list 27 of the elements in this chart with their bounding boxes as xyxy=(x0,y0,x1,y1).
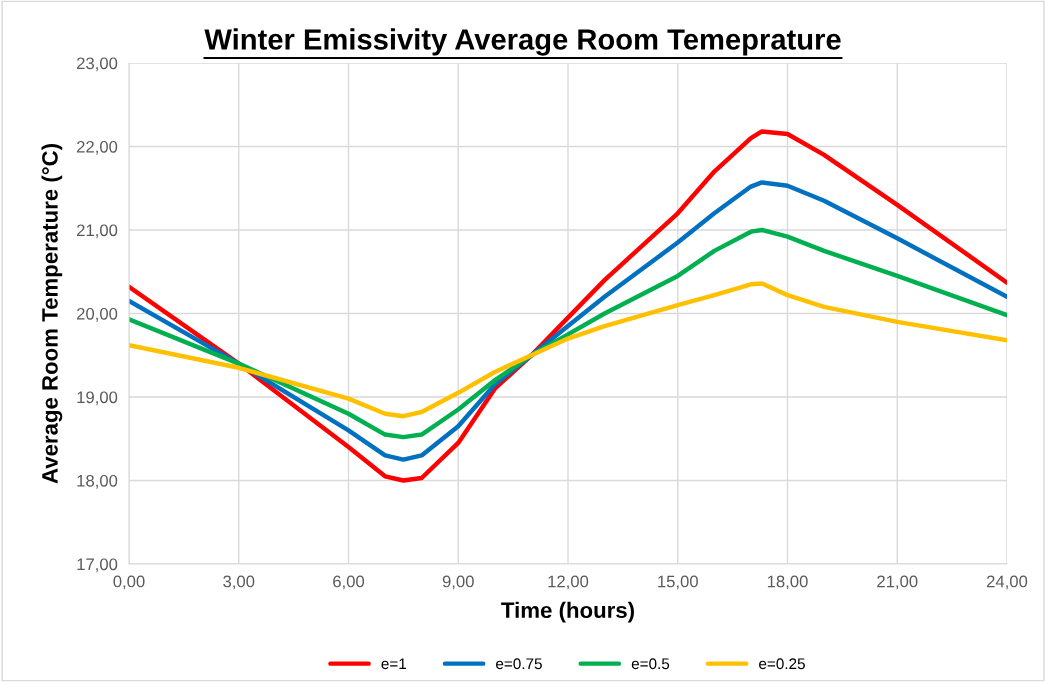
line-series xyxy=(129,129,1007,483)
legend-label: e=0.25 xyxy=(759,658,805,670)
y-tick-label: 23,00 xyxy=(77,57,118,72)
y-tick-label: 20,00 xyxy=(77,307,118,322)
x-axis-title: Time (hours) xyxy=(501,601,634,623)
x-tick-label: 15,00 xyxy=(658,575,698,590)
y-tick-label: 21,00 xyxy=(77,224,118,239)
x-tick-label: 3,00 xyxy=(223,575,255,590)
x-tick-label: 18,00 xyxy=(767,575,808,590)
legend-label: e=0.5 xyxy=(631,658,670,670)
line-series xyxy=(129,180,1007,462)
legend-label: e=0.75 xyxy=(496,658,542,670)
x-tick-label: 9,00 xyxy=(442,575,474,590)
x-tick-label: 6,00 xyxy=(333,575,365,590)
x-tick-label: 21,00 xyxy=(877,575,918,590)
line-series xyxy=(129,227,1007,440)
x-tick-label: 24,00 xyxy=(986,575,1028,590)
y-tick-label: 19,00 xyxy=(77,391,118,406)
x-tick-label: 0,00 xyxy=(113,575,145,590)
y-axis-title: Average Room Temperature (°C) xyxy=(41,144,63,484)
y-tick-label: 17,00 xyxy=(77,558,118,573)
y-tick-label: 18,00 xyxy=(77,474,118,489)
line-series xyxy=(129,281,1007,419)
y-tick-label: 22,00 xyxy=(77,140,118,155)
x-tick-label: 12,00 xyxy=(548,575,589,590)
legend-label: e=1 xyxy=(381,658,407,670)
chart-title: Winter Emissivity Average Room Temeprature xyxy=(204,28,841,56)
